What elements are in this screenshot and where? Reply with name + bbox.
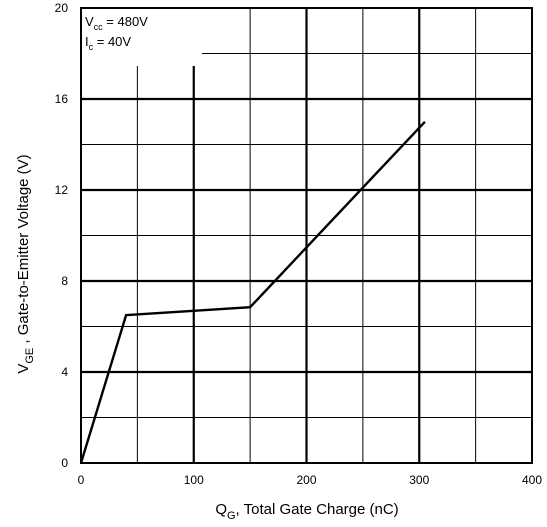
y-tick-label: 20: [55, 1, 69, 15]
y-tick-label: 12: [55, 183, 69, 197]
series-line: [79, 120, 426, 464]
plot-frame: [80, 7, 533, 464]
x-axis-label: QG, Total Gate Charge (nC): [215, 501, 398, 522]
annotation-vcc: Vcc = 480V: [85, 14, 148, 32]
x-tick-label: 400: [522, 473, 542, 487]
x-tick-label: 0: [78, 473, 85, 487]
annotation-background: [81, 8, 202, 66]
x-tick-label: 300: [409, 473, 429, 487]
x-tick-label: 100: [184, 473, 204, 487]
y-tick-label: 16: [55, 92, 69, 106]
y-axis-label: VGE , Gate-to-Emitter Voltage (V): [15, 154, 36, 373]
grid: [81, 8, 532, 463]
annotation-ic: Ic = 40V: [85, 34, 131, 52]
y-tick-label: 0: [61, 456, 68, 470]
x-tick-label: 200: [296, 473, 316, 487]
y-tick-label: 4: [61, 365, 68, 379]
tick-labels: 0 100 200 300 400 0 4 8 12 16 20: [55, 1, 543, 487]
annotation-box: Vcc = 480V Ic = 40V: [81, 8, 202, 66]
series-layer: [79, 120, 426, 464]
y-tick-label: 8: [61, 274, 68, 288]
